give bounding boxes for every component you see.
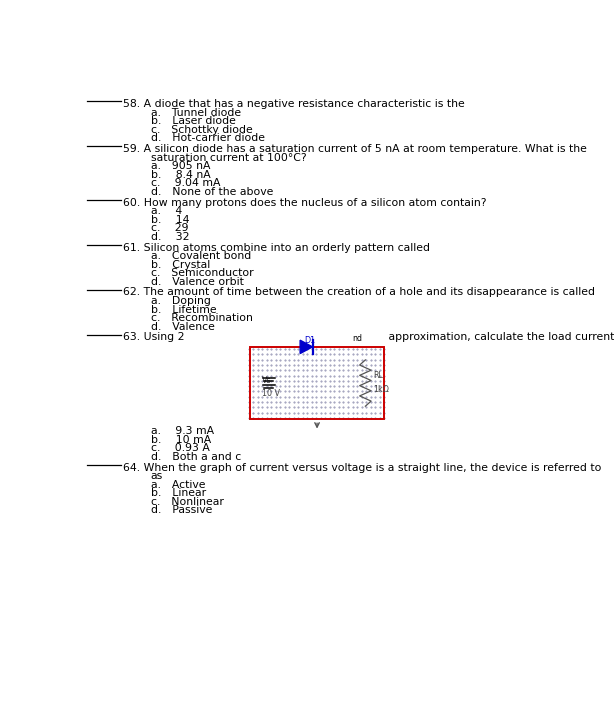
Text: d. Valence: d. Valence [150,322,214,332]
Text: c. Nonlinear: c. Nonlinear [150,497,223,507]
Text: c.  9.04 mA: c. 9.04 mA [150,178,220,188]
Text: c. Schottky diode: c. Schottky diode [150,124,252,134]
Text: a. Covalent bond: a. Covalent bond [150,251,251,261]
Text: d.  32: d. 32 [150,232,189,241]
Text: b. Crystal: b. Crystal [150,260,210,270]
Text: saturation current at 100°C?: saturation current at 100°C? [150,153,306,163]
Text: c. Recombination: c. Recombination [150,313,252,323]
Text: a. Active: a. Active [150,480,205,489]
Text: 62. The amount of time between the creation of a hole and its disappearance is c: 62. The amount of time between the creat… [123,288,596,297]
Text: c. Semiconductor: c. Semiconductor [150,268,253,278]
Text: RL: RL [373,372,383,380]
Text: 63. Using 2: 63. Using 2 [123,333,185,343]
Text: a. Tunnel diode: a. Tunnel diode [150,108,241,118]
Text: 1kΩ: 1kΩ [373,385,389,394]
Text: a.  4: a. 4 [150,206,182,216]
Text: b. Linear: b. Linear [150,488,206,498]
Text: c.  0.93 A: c. 0.93 A [150,443,209,453]
Text: 64. When the graph of current versus voltage is a straight line, the device is r: 64. When the graph of current versus vol… [123,463,602,473]
Text: a.  9.3 mA: a. 9.3 mA [150,426,214,436]
Text: d. Both a and c: d. Both a and c [150,452,241,462]
Text: b.  14: b. 14 [150,215,189,225]
Text: 60. How many protons does the nucleus of a silicon atom contain?: 60. How many protons does the nucleus of… [123,197,487,208]
Text: 59. A silicon diode has a saturation current of 5 nA at room temperature. What i: 59. A silicon diode has a saturation cur… [123,144,587,154]
Text: 58. A diode that has a negative resistance characteristic is the: 58. A diode that has a negative resistan… [123,99,465,109]
Text: b. Lifetime: b. Lifetime [150,304,216,315]
Bar [250,347,384,419]
Text: b.  8.4 nA: b. 8.4 nA [150,170,210,179]
Text: as: as [150,471,163,482]
Text: d. Passive: d. Passive [150,505,212,515]
Text: approximation, calculate the load current of the circuit given below: approximation, calculate the load curren… [384,333,614,343]
Text: a. 905 nA: a. 905 nA [150,161,210,171]
Text: nd: nd [352,333,363,343]
Text: d. Hot-carrier diode: d. Hot-carrier diode [150,133,265,143]
Text: Vs: Vs [262,376,271,385]
Text: D1: D1 [304,335,315,345]
Text: 10 V: 10 V [262,389,279,398]
Text: 61. Silicon atoms combine into an orderly pattern called: 61. Silicon atoms combine into an orderl… [123,242,430,252]
Text: d. Valence orbit: d. Valence orbit [150,277,243,287]
Polygon shape [300,341,313,354]
Text: a. Doping: a. Doping [150,296,211,306]
Text: c.  29: c. 29 [150,223,188,234]
Text: b. Laser diode: b. Laser diode [150,116,235,126]
Text: b.  10 mA: b. 10 mA [150,435,211,445]
Text: d. None of the above: d. None of the above [150,187,273,197]
